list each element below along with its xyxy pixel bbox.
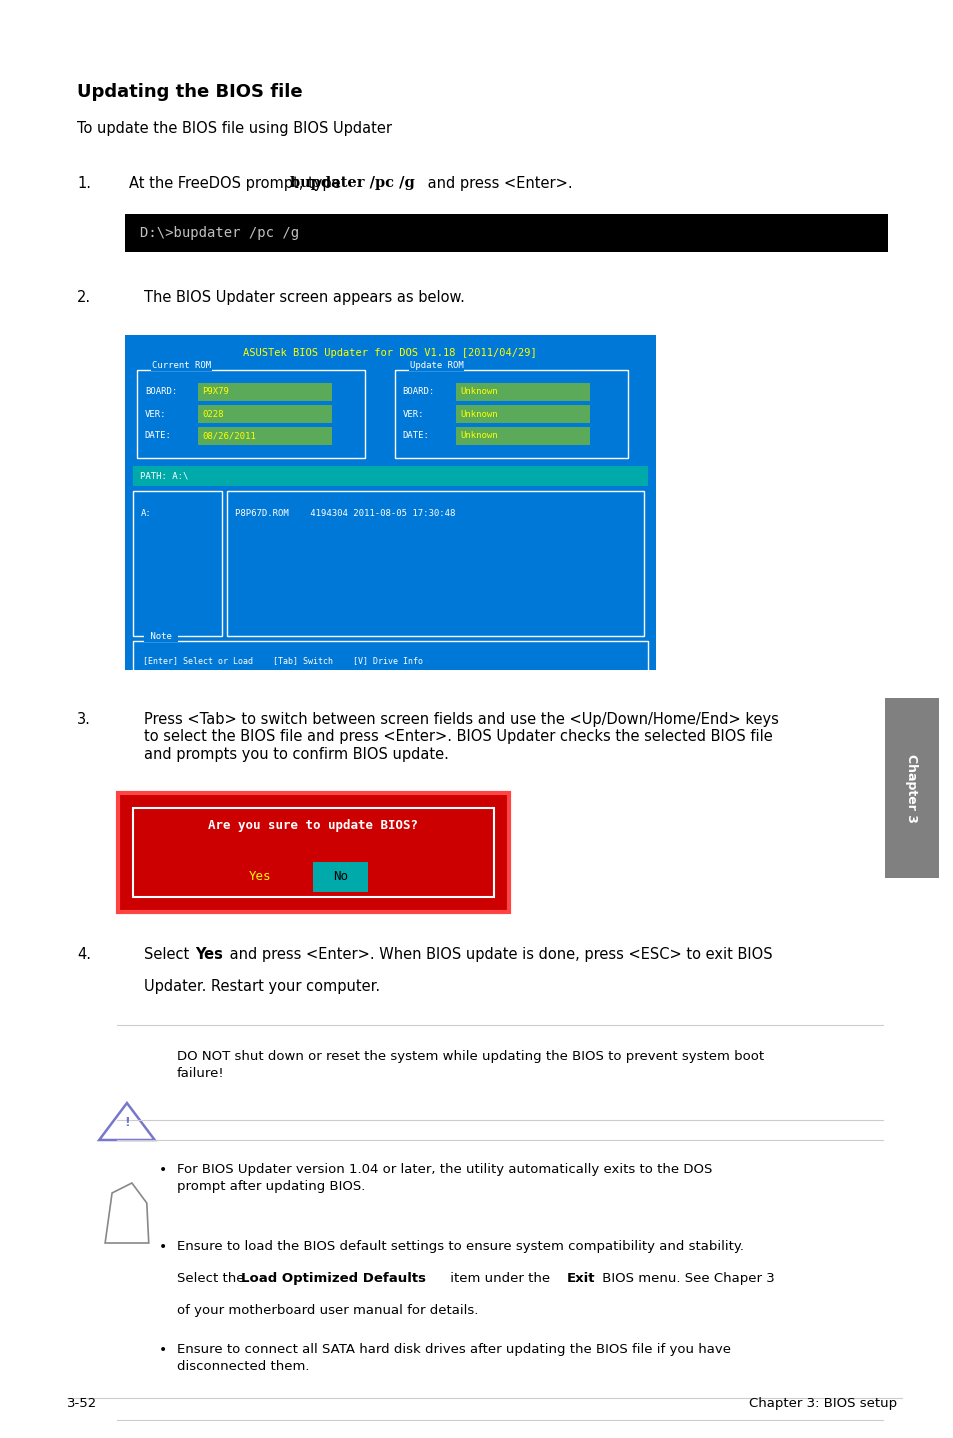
Text: P8P67D.ROM    4194304 2011-08-05 17:30:48: P8P67D.ROM 4194304 2011-08-05 17:30:48 (234, 509, 455, 518)
Text: Chapter 3: BIOS setup: Chapter 3: BIOS setup (749, 1396, 897, 1411)
Bar (198, 383, 332, 401)
Text: The BIOS Updater screen appears as below.: The BIOS Updater screen appears as below… (144, 290, 464, 305)
Bar (198, 406, 332, 423)
Text: Update ROM: Update ROM (409, 361, 463, 370)
Text: 3-52: 3-52 (68, 1396, 97, 1411)
Text: Are you sure to update BIOS?: Are you sure to update BIOS? (208, 818, 418, 831)
Text: BOARD:: BOARD: (145, 387, 177, 397)
Text: To update the BIOS file using BIOS Updater: To update the BIOS file using BIOS Updat… (77, 121, 392, 137)
Text: Yes: Yes (195, 948, 223, 962)
Text: and press <Enter>.: and press <Enter>. (423, 175, 573, 191)
Text: At the FreeDOS prompt, type: At the FreeDOS prompt, type (129, 175, 345, 191)
Text: No: No (333, 870, 348, 883)
Bar (132, 490, 222, 636)
Text: 3.: 3. (77, 712, 91, 728)
Text: Load Optimized Defaults: Load Optimized Defaults (241, 1273, 426, 1286)
Bar (125, 214, 886, 252)
Text: 4.: 4. (77, 948, 91, 962)
Bar (125, 800, 501, 905)
Text: •: • (158, 1343, 167, 1357)
Text: Updater. Restart your computer.: Updater. Restart your computer. (144, 979, 379, 994)
Text: 0228: 0228 (202, 410, 224, 418)
Text: •: • (158, 1240, 167, 1254)
Text: D:\>bupdater /pc /g: D:\>bupdater /pc /g (140, 226, 298, 240)
Bar (125, 335, 655, 670)
Text: Select the: Select the (176, 1273, 248, 1286)
Text: DO NOT shut down or reset the system while updating the BIOS to prevent system b: DO NOT shut down or reset the system whi… (176, 1050, 762, 1080)
Text: Chapter 3: Chapter 3 (904, 754, 918, 823)
Text: of your motherboard user manual for details.: of your motherboard user manual for deta… (176, 1304, 477, 1317)
Bar (132, 808, 494, 897)
Text: Select: Select (144, 948, 193, 962)
Bar (395, 370, 627, 457)
Bar (456, 383, 590, 401)
Text: PATH: A:\: PATH: A:\ (140, 472, 188, 480)
Bar (118, 792, 508, 912)
Bar (132, 466, 647, 486)
Text: 2.: 2. (77, 290, 91, 305)
Text: P9X79: P9X79 (202, 387, 229, 397)
Text: •: • (158, 1163, 167, 1176)
Text: Unknown: Unknown (459, 431, 497, 440)
Text: bupdater /pc /g: bupdater /pc /g (290, 175, 414, 190)
Text: DATE:: DATE: (145, 431, 172, 440)
Text: DATE:: DATE: (402, 431, 429, 440)
Text: ASUSTek BIOS Updater for DOS V1.18 [2011/04/29]: ASUSTek BIOS Updater for DOS V1.18 [2011… (243, 348, 537, 358)
Bar (883, 697, 938, 879)
Text: VER:: VER: (402, 410, 424, 418)
Text: 08/26/2011: 08/26/2011 (202, 431, 255, 440)
Bar (136, 370, 365, 457)
Text: Exit: Exit (566, 1273, 594, 1286)
Bar (227, 490, 643, 636)
Text: A:: A: (141, 509, 152, 518)
Text: Updating the BIOS file: Updating the BIOS file (77, 83, 303, 101)
Bar (456, 406, 590, 423)
Text: item under the: item under the (446, 1273, 554, 1286)
Text: Unknown: Unknown (459, 410, 497, 418)
Bar (456, 427, 590, 444)
Text: Unknown: Unknown (459, 387, 497, 397)
Text: Note: Note (145, 631, 177, 641)
Text: Press <Tab> to switch between screen fields and use the <Up/Down/Home/End> keys
: Press <Tab> to switch between screen fie… (144, 712, 778, 762)
Text: and press <Enter>. When BIOS update is done, press <ESC> to exit BIOS: and press <Enter>. When BIOS update is d… (225, 948, 772, 962)
Text: Ensure to load the BIOS default settings to ensure system compatibility and stab: Ensure to load the BIOS default settings… (176, 1240, 742, 1252)
Text: BOARD:: BOARD: (402, 387, 435, 397)
Text: [Up/Down/Home/End] Move   [B] Backup      [Esc] Exit: [Up/Down/Home/End] Move [B] Backup [Esc]… (143, 677, 402, 687)
Text: Current ROM: Current ROM (152, 361, 211, 370)
Bar (313, 861, 368, 892)
Text: !: ! (124, 1116, 130, 1129)
Text: [Enter] Select or Load    [Tab] Switch    [V] Drive Info: [Enter] Select or Load [Tab] Switch [V] … (143, 656, 422, 664)
Text: 1.: 1. (77, 175, 91, 191)
Bar (132, 641, 647, 706)
Text: BIOS menu. See Chaper 3: BIOS menu. See Chaper 3 (598, 1273, 774, 1286)
Text: Ensure to connect all SATA hard disk drives after updating the BIOS file if you : Ensure to connect all SATA hard disk dri… (176, 1343, 730, 1373)
Text: For BIOS Updater version 1.04 or later, the utility automatically exits to the D: For BIOS Updater version 1.04 or later, … (176, 1163, 711, 1194)
Text: VER:: VER: (145, 410, 166, 418)
Bar (198, 427, 332, 444)
Text: Yes: Yes (249, 870, 272, 883)
